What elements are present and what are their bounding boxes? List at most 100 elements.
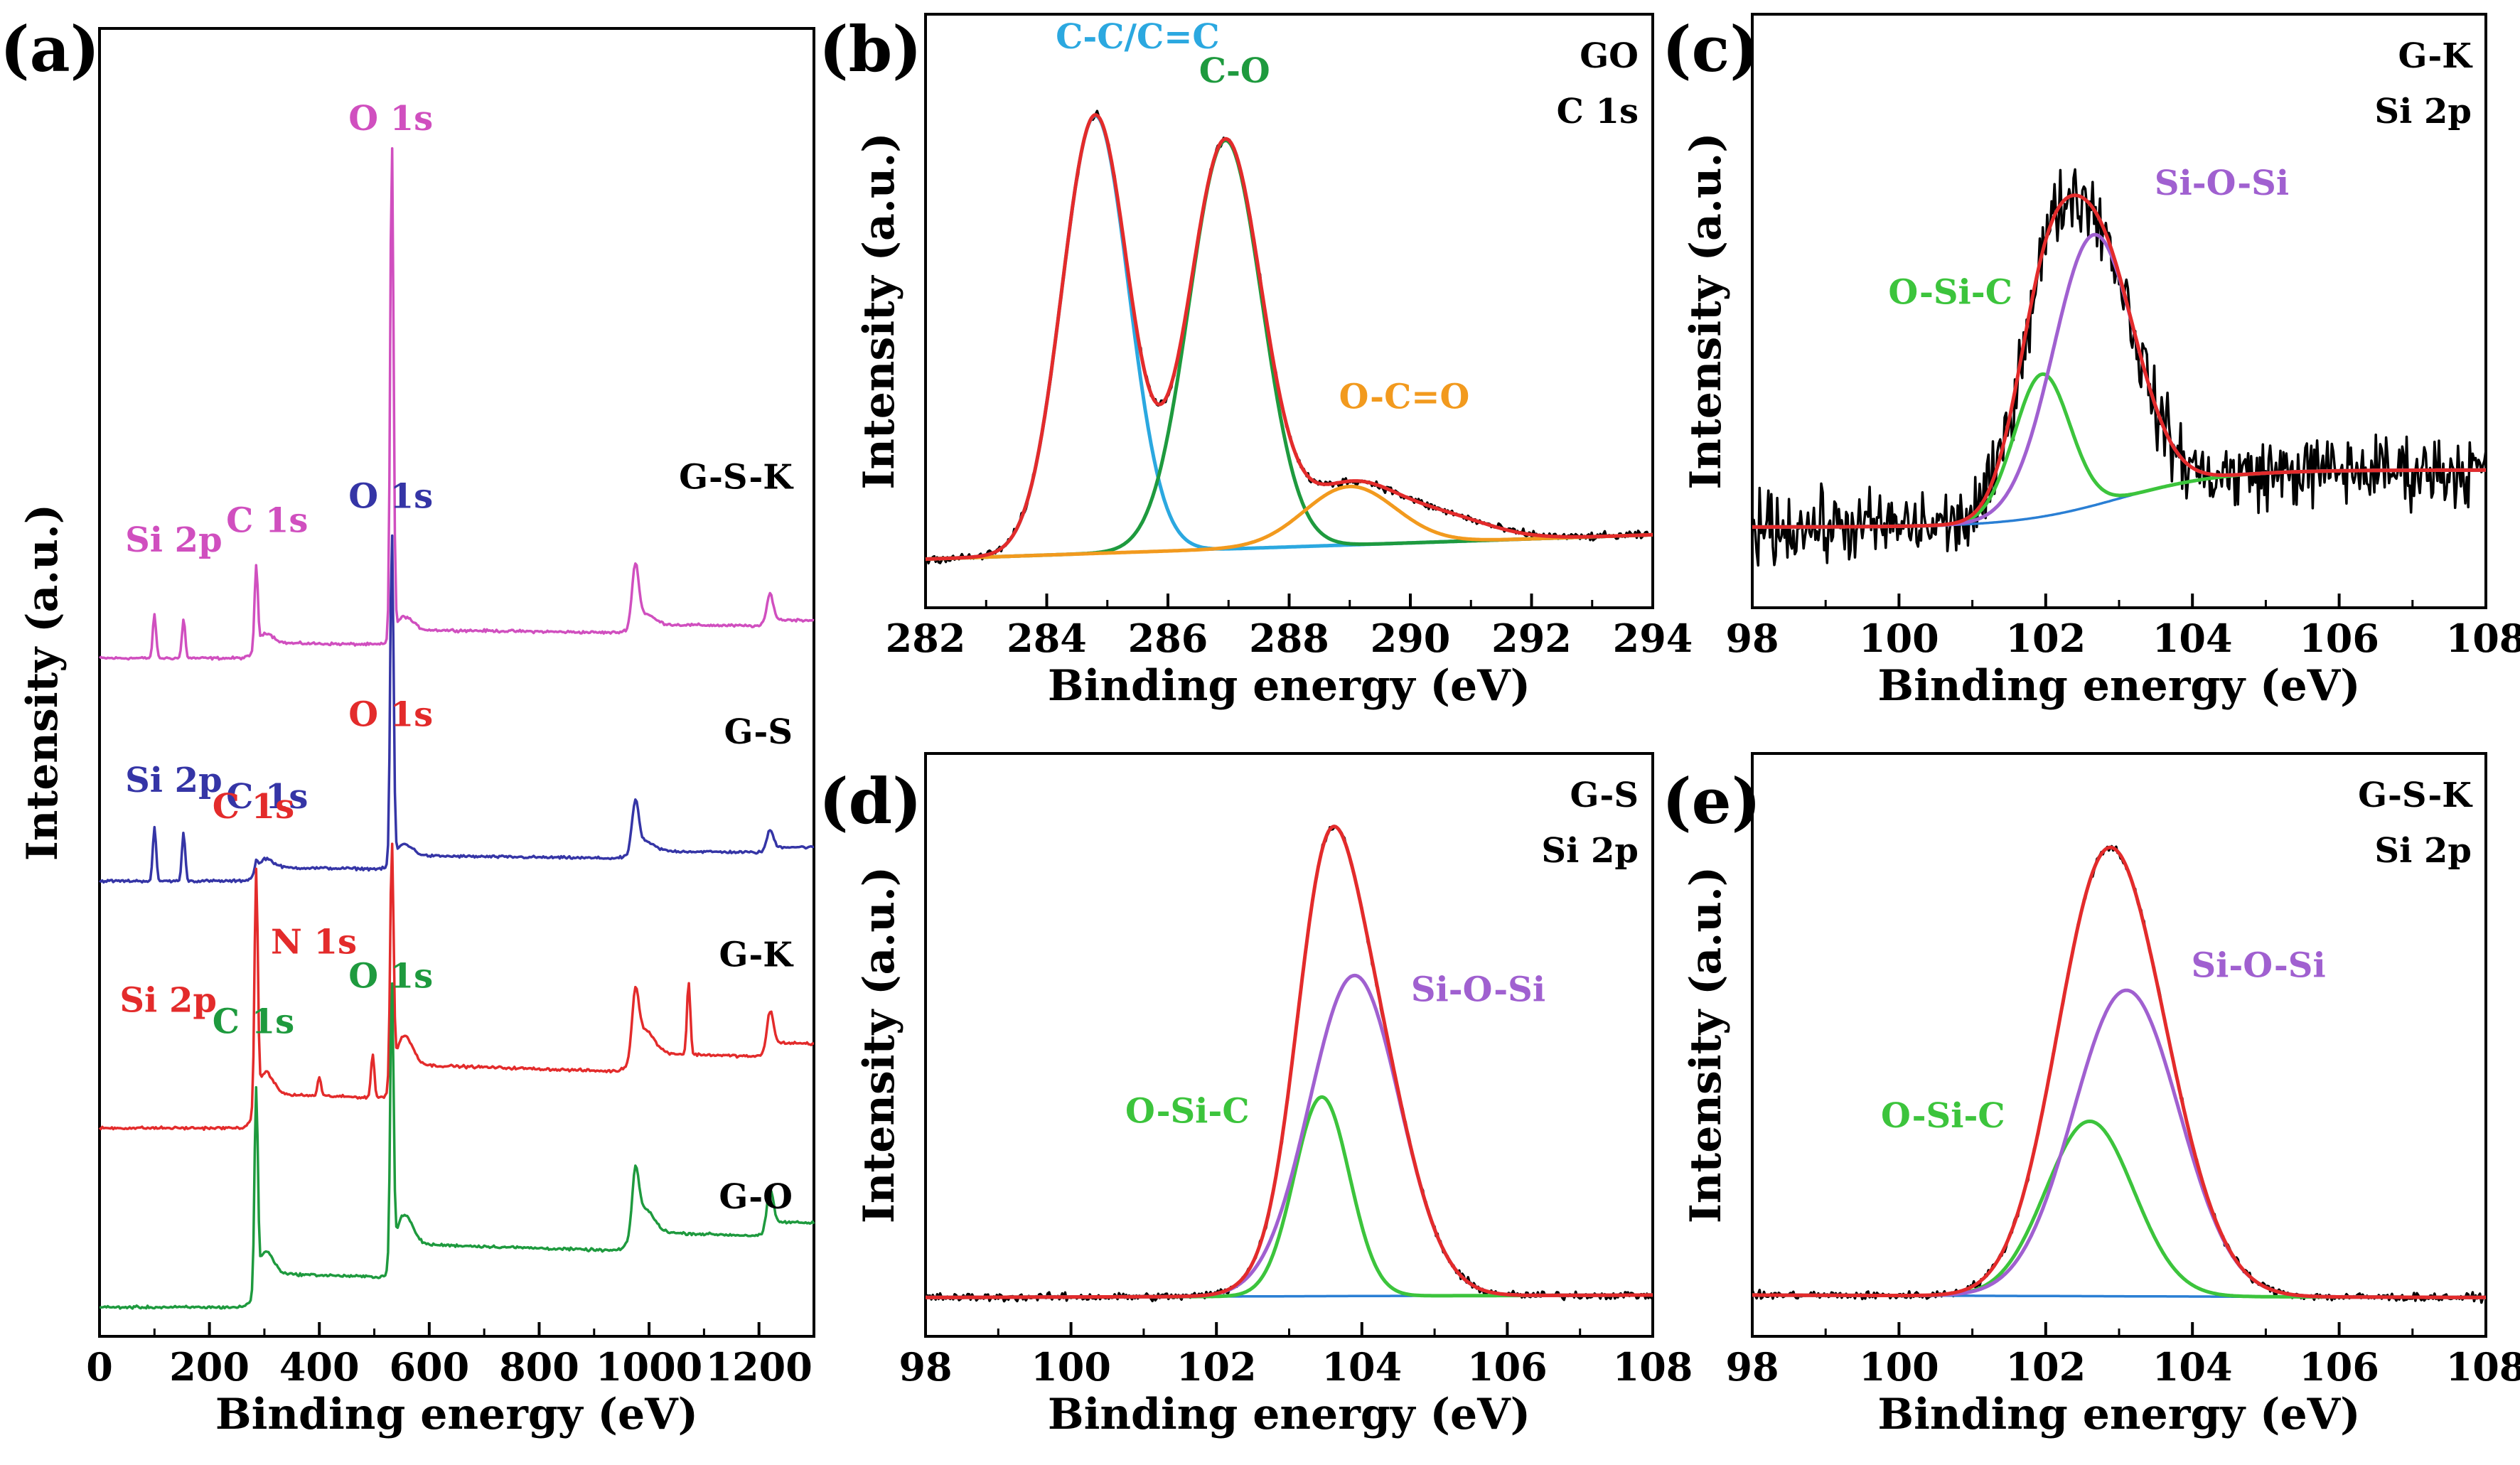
x-tick-label: 108	[2446, 1344, 2520, 1390]
fit-envelope	[925, 825, 1653, 1299]
x-tick-label: 100	[1031, 1344, 1111, 1390]
peak-annotation: C 1s	[226, 501, 308, 541]
panel-b: 282 284 286 288 290 292 294 Binding energy (eV)…	[819, 12, 1693, 711]
panel-label: (e)	[1662, 764, 1761, 838]
component-annotation: Si-O-Si	[1411, 970, 1545, 1010]
x-tick-label: 0	[86, 1344, 113, 1390]
x-tick-label: 102	[2005, 1344, 2086, 1390]
panel-e: 98 100 102 104 106 108 Binding energy (eV) Inte…	[1662, 752, 2520, 1439]
x-tick-label: 98	[1725, 616, 1779, 661]
peak-annotation: O 1s	[348, 694, 433, 734]
survey-line-g-s-k	[98, 147, 815, 661]
component-annotation: O-Si-C	[1881, 1096, 2005, 1136]
fit-envelope	[1752, 845, 2487, 1299]
plot-frame	[98, 27, 815, 1338]
x-tick-label: 106	[2299, 616, 2379, 661]
x-axis-title: Binding energy (eV)	[1048, 661, 1530, 711]
panel-title-line: Si 2p	[2374, 92, 2472, 132]
x-tick-label: 400	[279, 1344, 360, 1390]
peak-annotation: O 1s	[348, 477, 433, 517]
panel-title-line: Si 2p	[1541, 831, 1639, 871]
plot-frame	[924, 13, 1654, 609]
survey-line-g-s	[99, 534, 815, 884]
panel-title-line: G-S	[1570, 776, 1639, 815]
panel-title-line: C 1s	[1557, 92, 1639, 132]
fit-envelope	[925, 113, 1653, 562]
x-tick-label: 106	[2299, 1344, 2379, 1390]
panel-c: 98 100 102 104 106 108 Binding energy (eV) Inte…	[1662, 12, 2520, 711]
x-tick-label: 106	[1467, 1344, 1548, 1390]
component-o-si-c	[1752, 1120, 2487, 1299]
peak-annotation: Si 2p	[125, 520, 222, 560]
raw-spectrum	[1751, 844, 2487, 1304]
x-tick-label: 282	[886, 616, 966, 661]
panel-label: (c)	[1662, 12, 1759, 86]
component-c-o	[925, 139, 1653, 562]
x-tick-label: 286	[1128, 616, 1208, 661]
y-axis-title: Intensity (a.u.)	[1681, 132, 1731, 489]
peak-annotation: O 1s	[348, 99, 433, 139]
component-annotation: C-O	[1199, 51, 1270, 91]
panel-title-line: G-S-K	[2358, 776, 2473, 815]
x-tick-label: 108	[2446, 616, 2520, 661]
x-tick-label: 108	[1613, 1344, 1693, 1390]
x-tick-label: 104	[2152, 616, 2233, 661]
x-axis-title: Binding energy (eV)	[1877, 661, 2360, 711]
y-axis-title: Intensity (a.u.)	[1681, 866, 1731, 1223]
component-o-si-c	[925, 1095, 1653, 1299]
x-tick-label: 104	[2152, 1344, 2233, 1390]
x-tick-label: 800	[499, 1344, 579, 1390]
panel-d: 98 100 102 104 106 108 Binding energy (eV) Inte…	[819, 752, 1693, 1439]
peak-annotation: C 1s	[213, 787, 294, 827]
series-label: G-O	[719, 1177, 793, 1217]
x-tick-label: 100	[1859, 1344, 1939, 1390]
panel-label: (a)	[0, 12, 100, 86]
fit-envelope	[1752, 193, 2487, 529]
y-axis-title: Intensity (a.u.)	[854, 132, 904, 489]
x-tick-label: 100	[1859, 616, 1939, 661]
x-tick-label: 1000	[596, 1344, 702, 1390]
raw-spectrum	[924, 825, 1654, 1303]
component-annotation: O-Si-C	[1888, 272, 2012, 312]
panel-title-line: Si 2p	[2374, 831, 2472, 871]
peak-annotation: Si 2p	[125, 761, 222, 800]
peak-annotation: N 1s	[271, 923, 357, 962]
x-axis-title: Binding energy (eV)	[1048, 1390, 1530, 1439]
x-tick-label: 288	[1249, 616, 1329, 661]
peak-annotation: C 1s	[226, 777, 308, 817]
component-si-o-si	[1752, 988, 2487, 1299]
peak-annotation: O 1s	[348, 956, 433, 996]
component-si-o-si	[925, 973, 1653, 1299]
x-tick-label: 98	[1725, 1344, 1779, 1390]
panel-label: (b)	[819, 12, 922, 86]
x-tick-label: 102	[1176, 1344, 1257, 1390]
series-label: G-S-K	[679, 457, 794, 497]
peak-annotation: C 1s	[213, 1002, 294, 1041]
panel-title-line: G-K	[2398, 36, 2473, 76]
x-axis-title: Binding energy (eV)	[1877, 1390, 2360, 1439]
x-tick-label: 104	[1321, 1344, 1402, 1390]
survey-line-g-o	[100, 982, 815, 1310]
series-label: G-K	[719, 935, 794, 975]
component-annotation: Si-O-Si	[2155, 163, 2289, 203]
x-tick-label: 290	[1371, 616, 1451, 661]
survey-line-g-k	[98, 842, 815, 1132]
y-axis-title: Intensity (a.u.)	[18, 504, 68, 861]
x-tick-label: 292	[1491, 616, 1572, 661]
peak-annotation: Si 2p	[119, 980, 217, 1020]
x-tick-label: 284	[1007, 616, 1087, 661]
raw-spectrum	[1751, 168, 2487, 567]
component-annotation: C-C/C=C	[1056, 17, 1219, 57]
component-annotation: Si-O-Si	[2191, 945, 2325, 985]
x-tick-label: 1200	[706, 1344, 813, 1390]
y-axis-title: Intensity (a.u.)	[854, 866, 904, 1223]
component-c-c-c-c	[925, 114, 1653, 562]
x-tick-label: 102	[2005, 616, 2086, 661]
series-label: G-S	[724, 712, 793, 752]
raw-spectrum	[925, 109, 1653, 565]
x-tick-label: 600	[389, 1344, 469, 1390]
x-tick-label: 294	[1613, 616, 1693, 661]
component-annotation: O-Si-C	[1125, 1091, 1250, 1131]
